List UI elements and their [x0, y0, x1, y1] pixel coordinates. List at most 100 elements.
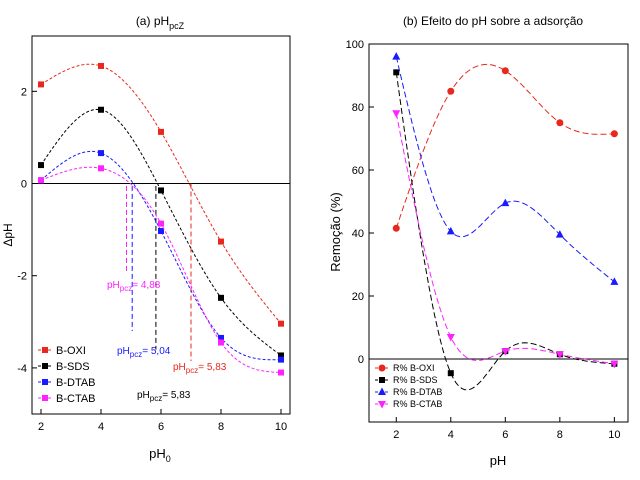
- chart-b-curve-r-b-oxi: [395, 63, 615, 229]
- chart-a-ytick-label: -2: [17, 271, 27, 283]
- chart-a-point-b-ctab: [218, 339, 224, 346]
- chart-a-point-b-sds: [158, 187, 164, 194]
- chart-b-point-r-b-ctab: [610, 360, 619, 369]
- chart-b-legend-marker: [379, 377, 385, 383]
- chart-a-curve-b-ctab: [40, 166, 282, 373]
- chart-b-legend-label: R% B-CTAB: [393, 399, 442, 409]
- chart-a-xtick-label: 2: [38, 421, 44, 433]
- chart-a-annotation-sub: pcz: [186, 366, 198, 375]
- chart-a-annotation: pHpcz= 4,88: [107, 280, 161, 293]
- chart-b-ytick-label: 0: [358, 354, 364, 366]
- chart-a-point-b-oxi: [38, 81, 44, 88]
- chart-a-ytick-label: 0: [21, 179, 27, 191]
- chart-b-point-r-b-sds: [393, 69, 400, 76]
- chart-a-annotation-value: = 5,83: [162, 390, 191, 401]
- chart-b-legend-label: R% B-DTAB: [393, 387, 442, 397]
- chart-a-ytick-label: -4: [17, 363, 27, 375]
- chart-b-point-r-b-sds: [447, 370, 454, 377]
- chart-a-title: (a) pHpcZ: [136, 14, 185, 31]
- chart-a-legend-marker: [42, 363, 48, 369]
- chart-a-curve-b-dtab: [40, 150, 282, 361]
- chart-b-xtick-label: 4: [448, 429, 454, 441]
- chart-a-xtick-label: 6: [158, 421, 164, 433]
- chart-a-legend-label: B-CTAB: [56, 393, 96, 405]
- chart-a-point-b-ctab: [98, 165, 104, 172]
- chart-a-annotation-prefix: pH: [137, 390, 150, 401]
- chart-b-xtick-label: 10: [608, 429, 620, 441]
- chart-b-point-r-b-oxi: [610, 130, 618, 138]
- chart-a-title-main: (a) pH: [136, 14, 169, 28]
- chart-a-annotation: pHpcz= 5,04: [117, 346, 171, 359]
- chart-a-annotation-value: = 4,88: [132, 280, 161, 291]
- chart-a-annotation-sub: pcz: [120, 284, 132, 293]
- chart-b-point-r-b-oxi: [556, 119, 564, 127]
- chart-a-annotation: pHpcz= 5,83: [173, 362, 227, 375]
- chart-b-legend-label: R% B-SDS: [393, 375, 438, 385]
- chart-a-annotation-sub: pcz: [130, 350, 142, 359]
- chart-a-point-b-oxi: [278, 320, 284, 327]
- chart-a-point-b-sds: [38, 162, 44, 169]
- chart-b-legend-marker: [378, 387, 386, 395]
- chart-a-xtick-label: 8: [218, 421, 224, 433]
- chart-b-point-r-b-dtab: [501, 198, 510, 207]
- chart-a-point-b-ctab: [158, 220, 164, 227]
- chart-b-point-r-b-ctab: [555, 351, 564, 359]
- chart-a-legend-marker: [42, 347, 48, 353]
- chart-a-point-b-oxi: [98, 62, 104, 69]
- chart-b-legend-label: R% B-OXI: [393, 363, 435, 373]
- chart-b-curve-r-b-dtab: [395, 56, 615, 283]
- chart-a-annotation-value: = 5,04: [142, 346, 171, 357]
- chart-a-point-b-oxi: [218, 238, 224, 245]
- chart-a-curve-b-sds: [40, 108, 282, 356]
- chart-a-legend-label: B-DTAB: [56, 377, 96, 389]
- chart-a-xtick-label: 4: [98, 421, 104, 433]
- chart-b-point-r-b-ctab: [392, 110, 401, 118]
- chart-a-annotation-prefix: pH: [117, 346, 130, 357]
- chart-a-point-b-ctab: [38, 177, 44, 184]
- chart-a-xlabel-sub: 0: [166, 454, 171, 464]
- chart-b-xtick-label: 6: [502, 429, 508, 441]
- chart-b-point-r-b-dtab: [392, 52, 401, 60]
- chart-b-ytick-label: 40: [352, 228, 364, 240]
- chart-b-point-r-b-oxi: [501, 67, 509, 75]
- chart-a-legend-marker: [42, 395, 48, 401]
- chart-a-point-b-ctab: [278, 369, 284, 376]
- chart-b-ytick-label: 20: [352, 291, 364, 303]
- chart-a-ylabel: ΔpH: [1, 223, 15, 246]
- chart-b-point-r-b-oxi: [447, 87, 455, 95]
- chart-a-annotation-prefix: pH: [173, 362, 186, 373]
- chart-a-xlabel: pH0: [149, 446, 171, 464]
- chart-a-point-b-oxi: [158, 128, 164, 135]
- chart-b-point-r-b-oxi: [392, 224, 400, 232]
- chart-b-point-r-b-ctab: [501, 348, 510, 356]
- chart-a-curve-b-oxi: [40, 63, 282, 324]
- chart-b-point-r-b-ctab: [446, 333, 455, 342]
- chart-b-xtick-label: 8: [557, 429, 563, 441]
- chart-a-point-b-dtab: [158, 227, 164, 234]
- chart-a-legend-label: B-OXI: [56, 345, 86, 357]
- chart-b-point-r-b-dtab: [446, 226, 455, 235]
- chart-b-curve-r-b-sds: [395, 72, 615, 391]
- chart-b-legend-marker: [378, 364, 386, 372]
- chart-b-ylabel: Remoção (%): [328, 192, 343, 271]
- chart-a-point-b-sds: [98, 106, 104, 113]
- chart-a-annotation: pHpcz= 5,83: [137, 390, 191, 403]
- chart-a-ytick-label: 2: [21, 86, 27, 98]
- chart-a-point-b-dtab: [98, 150, 104, 157]
- chart-b-xtick-label: 2: [393, 429, 399, 441]
- chart-a-annotation-value: = 5,83: [198, 362, 227, 373]
- chart-b-xlabel: pH: [490, 453, 507, 468]
- chart-b-ytick-label: 100: [346, 39, 364, 51]
- chart-a-point-b-sds: [218, 294, 224, 301]
- chart-a-point-b-dtab: [218, 334, 224, 341]
- chart-a-title-sub: pcZ: [169, 21, 185, 31]
- chart-b-curve-r-b-ctab: [395, 113, 615, 365]
- chart-a-point-b-sds: [278, 352, 284, 359]
- chart-b-point-r-b-dtab: [555, 230, 564, 238]
- chart-b-ytick-label: 60: [352, 165, 364, 177]
- chart-a-legend-marker: [42, 379, 48, 385]
- chart-a-point-b-dtab: [278, 356, 284, 363]
